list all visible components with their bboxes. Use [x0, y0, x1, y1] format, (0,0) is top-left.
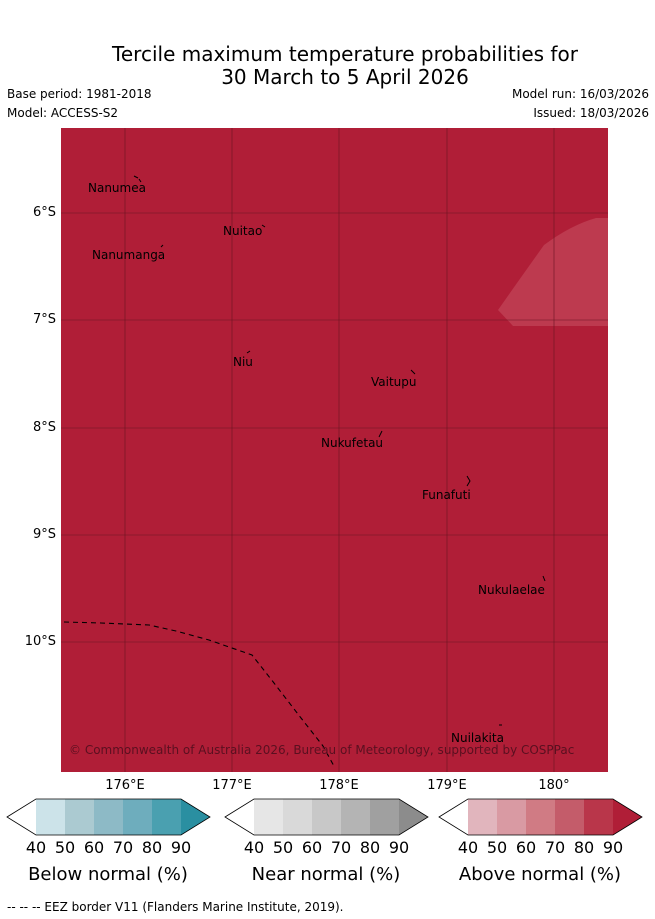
eez-footnote: -- -- -- EEZ border V11 (Flanders Marine…: [7, 900, 344, 914]
colorbar-near-label: Near normal (%): [251, 864, 401, 885]
copyright-notice: © Commonwealth of Australia 2026, Bureau…: [69, 743, 574, 757]
colorbar-above-segment-1: [468, 799, 497, 835]
lat-label-9s: 9°S: [32, 527, 56, 542]
island-nanumanga: [160, 244, 164, 248]
place-label-nukulaelae: Nukulaelae: [478, 583, 545, 597]
colorbar-near-tick: 40: [243, 838, 265, 857]
colorbar-above-segment-2: [497, 799, 526, 835]
lon-label-178e: 178°E: [319, 778, 359, 793]
colorbar-below-tick: 70: [112, 838, 134, 857]
colorbar-near-tick: 60: [301, 838, 323, 857]
colorbar-below-outline: [6, 798, 211, 836]
island-funafuti: [466, 475, 471, 487]
probability-map: Nanumea Nuitao Nanumanga Niu Vaitupu Nuk…: [61, 128, 608, 772]
colorbar-below-tick: 80: [141, 838, 163, 857]
colorbar-near-segment-2: [283, 799, 312, 835]
island-nukufetau: [378, 430, 383, 438]
island-vaitupu: [410, 369, 416, 375]
gridlines: [61, 128, 608, 772]
island-nuitao: [261, 224, 266, 228]
colorbar-near-tick: 90: [388, 838, 410, 857]
lon-label-176e: 176°E: [105, 778, 145, 793]
colorbar-above-outline: [438, 798, 643, 836]
place-label-vaitupu: Vaitupu: [371, 375, 417, 389]
issued-date: Issued: 18/03/2026: [533, 106, 649, 120]
colorbar-near-segment-3: [312, 799, 341, 835]
colorbar-near-segment-6: [399, 799, 428, 835]
colorbar-near-segment-0: [225, 799, 254, 835]
colorbar-above-segment-0: [439, 799, 468, 835]
colorbar-near-segment-4: [341, 799, 370, 835]
place-label-nuitao: Nuitao: [223, 224, 262, 238]
place-label-nanumea: Nanumea: [88, 181, 146, 195]
colorbar-above-tick: 60: [515, 838, 537, 857]
lat-label-6s: 6°S: [32, 205, 56, 220]
colorbar-above-tick: 40: [457, 838, 479, 857]
model-run: Model run: 16/03/2026: [511, 87, 649, 101]
colorbar-near-tick: 50: [272, 838, 294, 857]
place-label-niu: Niu: [233, 355, 253, 369]
colorbar-below-label: Below normal (%): [28, 864, 188, 885]
colorbar-below-segment-3: [94, 799, 123, 835]
lat-label-8s: 8°S: [32, 420, 56, 435]
colorbar-above-tick: 50: [486, 838, 508, 857]
colorbar-above-segment-4: [555, 799, 584, 835]
lon-label-177e: 177°E: [212, 778, 252, 793]
colorbar-above-tick: 90: [602, 838, 624, 857]
place-label-nuilakita: Nuilakita: [451, 731, 504, 745]
chart-title-line2: 30 March to 5 April 2026: [221, 65, 469, 89]
lon-label-180: 180°: [538, 778, 570, 793]
colorbar-above-tick: 80: [573, 838, 595, 857]
colorbar-below-segment-5: [152, 799, 181, 835]
colorbar-near-normal: [224, 798, 429, 836]
colorbar-below-normal: [6, 798, 211, 836]
lon-label-179e: 179°E: [427, 778, 467, 793]
colorbar-near-tick: 70: [330, 838, 352, 857]
colorbar-near-outline: [224, 798, 429, 836]
colorbar-near-segment-1: [254, 799, 283, 835]
colorbar-below-tick: 50: [54, 838, 76, 857]
colorbar-below-segment-2: [65, 799, 94, 835]
colorbar-above-normal: [438, 798, 643, 836]
colorbar-above-segment-5: [584, 799, 613, 835]
island-niu: [246, 350, 251, 354]
colorbar-near-tick: 80: [359, 838, 381, 857]
colorbar-below-segment-6: [181, 799, 210, 835]
colorbar-above-label: Above normal (%): [458, 864, 622, 885]
island-nukulaelae: [542, 575, 546, 582]
island-nanumea: [133, 175, 142, 183]
colorbar-below-tick: 40: [25, 838, 47, 857]
base-period: Base period: 1981-2018: [7, 87, 152, 101]
colorbar-above-segment-6: [613, 799, 642, 835]
colorbar-below-segment-4: [123, 799, 152, 835]
place-label-funafuti: Funafuti: [422, 488, 471, 502]
colorbar-above-tick: 70: [544, 838, 566, 857]
colorbar-below-segment-1: [36, 799, 65, 835]
colorbar-above-segment-3: [526, 799, 555, 835]
map-fill: [61, 128, 608, 772]
chart-title-line1: Tercile maximum temperature probabilitie…: [112, 42, 578, 66]
islands: [133, 175, 546, 726]
lat-label-10s: 10°S: [24, 634, 56, 649]
lighter-probability-area: [498, 218, 608, 326]
colorbar-below-tick: 90: [170, 838, 192, 857]
lat-label-7s: 7°S: [32, 312, 56, 327]
place-label-nanumanga: Nanumanga: [92, 248, 165, 262]
model-name: Model: ACCESS-S2: [7, 106, 119, 120]
colorbar-below-segment-0: [7, 799, 36, 835]
place-label-nukufetau: Nukufetau: [321, 436, 383, 450]
colorbar-near-segment-5: [370, 799, 399, 835]
eez-border-line: [63, 621, 336, 769]
colorbar-below-tick: 60: [83, 838, 105, 857]
